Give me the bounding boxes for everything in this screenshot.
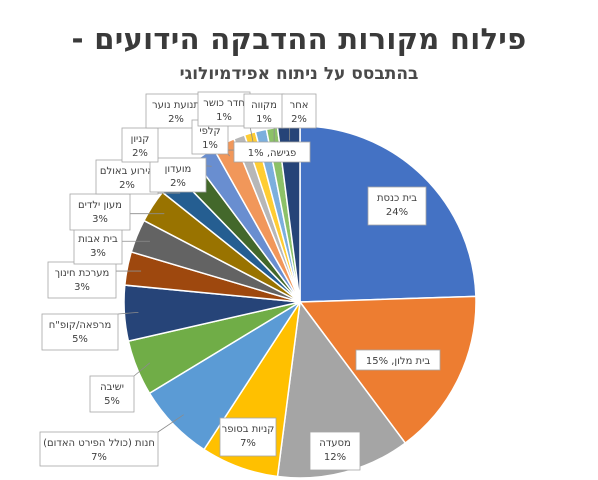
data-label-value: 5%: [72, 334, 88, 345]
data-label-value: 2%: [132, 148, 148, 159]
data-label-value: 5%: [104, 396, 120, 407]
data-label-name: תנועת נוער: [152, 100, 200, 111]
slice-labels: בית כנסת 24% בית מלון, 15% מסעדה 12% קניות בס…: [39, 91, 441, 471]
data-label-box: [73, 227, 123, 265]
chart-title: פילוח מקורות ההדבקה הידועים -: [71, 22, 527, 56]
data-label-value: 2%: [291, 114, 307, 125]
data-label-name: מערכת חינוך: [55, 268, 110, 279]
data-label-name: חדר כושר: [203, 98, 245, 109]
data-label-box: [243, 93, 285, 129]
data-label-value: 7%: [240, 438, 256, 449]
data-label-name: אחר: [290, 100, 309, 111]
data-label-box: [281, 93, 317, 129]
data-label-name: אירוע באולם: [100, 166, 154, 177]
leader-line: [157, 414, 184, 433]
data-label-box: [149, 157, 207, 193]
data-label-box: [39, 431, 159, 467]
data-label-value: 3%: [74, 282, 90, 293]
data-label-box: [309, 431, 361, 471]
data-label-name: בית מלון, 15%: [366, 356, 431, 367]
data-label-name: בית אבות: [78, 234, 118, 245]
data-label-value: 24%: [386, 207, 408, 218]
data-label-box: [355, 349, 441, 371]
data-label-box: [219, 417, 277, 457]
data-label-name: קניות בסופר: [222, 424, 275, 435]
data-label-box: [89, 375, 135, 413]
data-label-value: 3%: [92, 214, 108, 225]
data-label-value: 7%: [91, 452, 107, 463]
data-label-value: 2%: [119, 180, 135, 191]
data-label-box: [197, 91, 251, 127]
data-label-box: [367, 186, 427, 226]
data-label-box: [69, 193, 131, 231]
data-label-value: 12%: [324, 452, 346, 463]
data-label-value: 2%: [170, 178, 186, 189]
data-label-name: קלפי: [199, 126, 220, 137]
data-label-name: בית כנסת: [377, 193, 417, 204]
data-label-name: פגישה, 1%: [248, 148, 296, 159]
data-label-name: מועדון: [165, 164, 192, 175]
leader-line: [133, 362, 151, 377]
data-label-value: 3%: [90, 248, 106, 259]
data-label-name: חנות (כולל הפירט האדום): [43, 438, 155, 449]
pie-slice: [276, 300, 407, 479]
data-label-name: מרפאה/קופ"ח: [49, 320, 111, 331]
data-label-name: קניון: [131, 134, 150, 145]
data-label-box: [41, 313, 119, 351]
data-label-value: 1%: [202, 140, 218, 151]
data-label-name: מעון ילדים: [78, 200, 122, 211]
data-label-value: 1%: [216, 112, 232, 123]
data-label-name: מסעדה: [319, 438, 351, 449]
data-label-box: [121, 127, 159, 163]
data-label-name: ישיבה: [100, 382, 124, 393]
data-label-value: 1%: [256, 114, 272, 125]
data-label-name: מקווה: [251, 100, 277, 111]
data-label-value: 2%: [168, 114, 184, 125]
data-label-box: [233, 141, 311, 163]
leader-line: [117, 311, 139, 315]
chart-subtitle: בהתבסס על ניתוח אפידמיולוגי: [179, 64, 419, 84]
